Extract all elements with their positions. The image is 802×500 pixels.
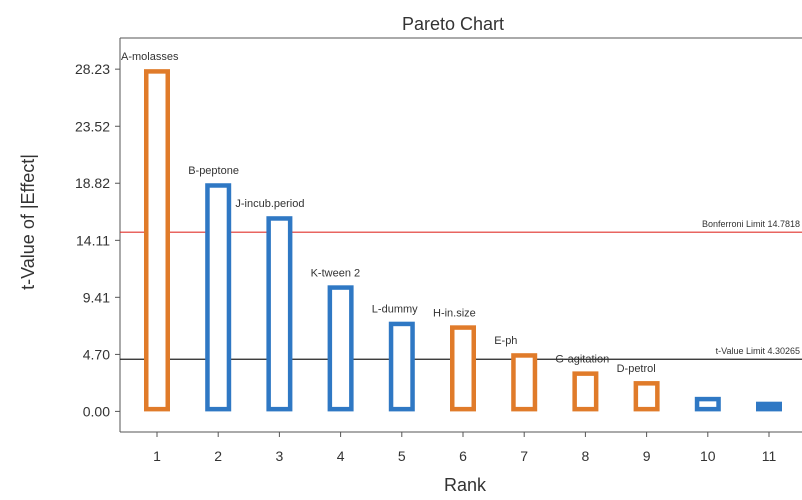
x-tick-label: 10 [700,448,716,464]
bar-label-rank-7: E-ph [494,335,517,347]
t-value-limit-label: t-Value Limit 4.30265 [716,346,800,356]
plot-area: 0.00 4.70 9.41 14.11 18.82 23.52 28.23 1 2 3 4 5 6 7 8… [75,37,802,464]
bar-label-rank-2: B-peptone [188,165,239,177]
x-tick-label: 6 [459,448,467,464]
bar-label-rank-5: L-dummy [372,304,418,316]
y-tick-label: 4.70 [83,346,110,362]
chart-title: Pareto Chart [402,14,504,34]
x-tick-label: 2 [214,448,222,464]
y-tick-label: 18.82 [75,175,110,191]
bar-rank-2 [205,183,232,412]
bar-rank-4 [327,285,354,412]
bar-rank-8 [572,371,599,412]
x-tick-label: 8 [582,448,590,464]
x-tick-label: 11 [762,448,777,464]
y-tick-label: 28.23 [75,61,110,77]
bar-label-rank-8: G-agitation [555,353,609,365]
bar-rank-6 [450,325,476,412]
x-axis-title: Rank [444,475,487,495]
bar-label-rank-9: D-petrol [617,363,656,375]
bar-label-rank-1: A-molasses [121,51,179,63]
x-tick-label: 7 [520,448,528,464]
bar-rank-5 [388,321,415,412]
bar-label-rank-6: H-in.size [433,307,476,319]
y-axis-title: t-Value of |Effect| [18,154,38,290]
x-tick-label: 9 [643,448,651,464]
x-tick-label: 5 [398,448,406,464]
y-tick-label: 23.52 [75,118,110,134]
x-tick-label: 4 [337,448,345,464]
bar-rank-7 [511,353,538,412]
bar-rank-3 [266,216,293,412]
y-tick-label: 0.00 [83,403,110,419]
x-tick-label: 1 [153,448,161,464]
bar-rank-9 [633,381,660,412]
bar-rank-1 [144,69,170,412]
bar-rank-11 [756,401,782,412]
bar-label-rank-4: K-tween 2 [311,267,361,279]
y-tick-label: 14.11 [76,232,110,248]
bonferroni-limit-label: Bonferroni Limit 14.7818 [702,219,800,229]
bar-label-rank-3: J-incub.period [235,198,304,210]
y-tick-label: 9.41 [83,289,110,305]
x-tick-label: 3 [276,448,284,464]
bar-rank-10 [694,396,721,412]
